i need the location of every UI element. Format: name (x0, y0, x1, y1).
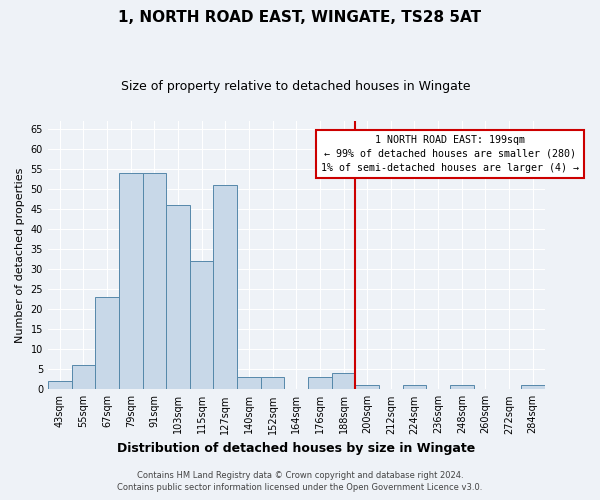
Bar (521, 386, 545, 390)
Bar (119, 172, 143, 390)
Bar (403, 386, 427, 390)
Bar (450, 386, 473, 390)
Y-axis label: Number of detached properties: Number of detached properties (15, 167, 25, 342)
Title: Size of property relative to detached houses in Wingate: Size of property relative to detached ho… (121, 80, 471, 93)
X-axis label: Distribution of detached houses by size in Wingate: Distribution of detached houses by size … (117, 442, 475, 455)
Bar (166, 205, 190, 390)
Bar (237, 378, 261, 390)
Bar (355, 386, 379, 390)
Bar (308, 378, 332, 390)
Bar (143, 172, 166, 390)
Bar (71, 365, 95, 390)
Text: 1, NORTH ROAD EAST, WINGATE, TS28 5AT: 1, NORTH ROAD EAST, WINGATE, TS28 5AT (118, 10, 482, 25)
Text: 1 NORTH ROAD EAST: 199sqm
← 99% of detached houses are smaller (280)
1% of semi-: 1 NORTH ROAD EAST: 199sqm ← 99% of detac… (321, 134, 579, 172)
Bar (190, 261, 214, 390)
Text: Contains HM Land Registry data © Crown copyright and database right 2024.
Contai: Contains HM Land Registry data © Crown c… (118, 471, 482, 492)
Bar (95, 297, 119, 390)
Bar (48, 382, 71, 390)
Bar (214, 184, 237, 390)
Bar (261, 378, 284, 390)
Bar (332, 374, 355, 390)
